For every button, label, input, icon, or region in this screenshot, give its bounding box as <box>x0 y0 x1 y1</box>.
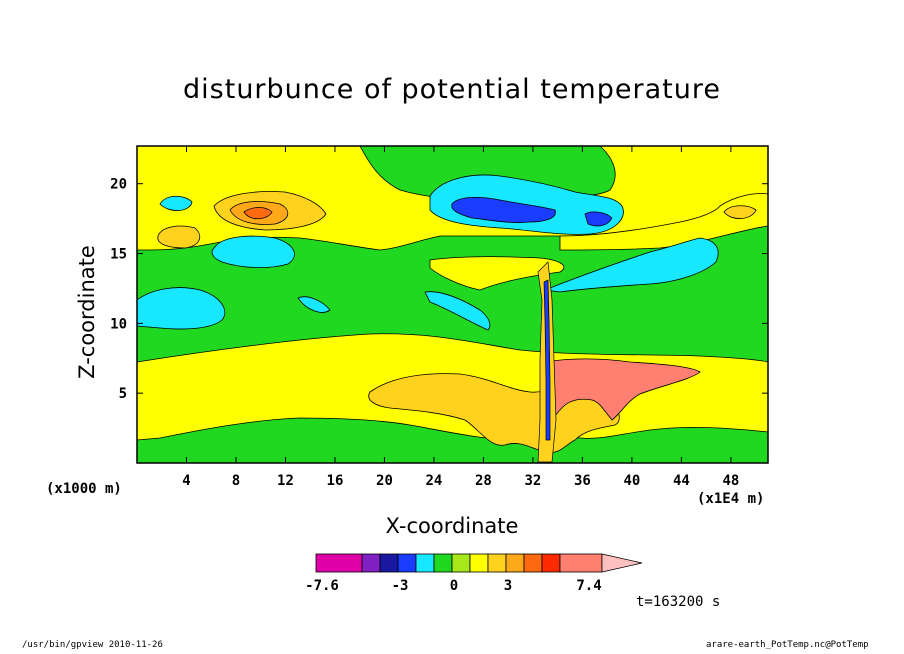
colorbar-swatch <box>415 553 435 573</box>
y-ticks: 5 10 15 20 <box>110 177 768 402</box>
x-ticks: 4 8 12 16 20 24 28 32 36 40 44 48 <box>182 146 739 489</box>
x-tick-label: 36 <box>574 473 591 489</box>
yellow-mid-band <box>429 256 565 291</box>
x-tick-label: 24 <box>426 473 443 489</box>
colorbar-swatch <box>505 553 525 573</box>
colorbar-swatch <box>541 553 561 573</box>
cyan-mid-wedge <box>424 291 491 331</box>
x-tick-label: 28 <box>475 473 492 489</box>
colorbar-swatch <box>451 553 471 573</box>
colorbar-swatch <box>559 553 603 573</box>
x-tick-label: 20 <box>376 473 393 489</box>
colorbar-label: -3 <box>392 578 409 594</box>
blue-small-blob <box>584 211 613 227</box>
cyan-mid-left <box>211 235 295 269</box>
x-tick-label: 16 <box>327 473 344 489</box>
orange-left <box>157 225 201 249</box>
footer-left: /usr/bin/gpview 2010-11-26 <box>22 640 163 650</box>
y-tick-label: 15 <box>110 247 127 263</box>
salmon-patch <box>543 358 701 441</box>
colorbar-swatch <box>361 553 381 573</box>
colorbar-arrow <box>601 553 643 573</box>
y-tick-label: 10 <box>110 316 127 332</box>
x-tick-label: 32 <box>524 473 541 489</box>
x-tick-label: 44 <box>673 473 690 489</box>
x-axis-label-text: X-coordinate <box>385 514 519 538</box>
x-tick-label: 4 <box>182 473 190 489</box>
colorbar-swatch <box>433 553 453 573</box>
x-tick-label: 8 <box>232 473 240 489</box>
cyan-top-left <box>159 195 193 211</box>
cyan-small-mid <box>297 296 331 313</box>
colorbar-swatch <box>523 553 543 573</box>
colorbar-swatch <box>487 553 507 573</box>
storm-column-core <box>543 279 551 441</box>
blue-core <box>451 196 556 223</box>
x-scale-note: (x1E4 m) <box>697 491 765 507</box>
colorbar-label: -7.6 <box>305 578 339 594</box>
time-label: t=163200 s <box>636 594 721 610</box>
y-tick-label: 5 <box>119 386 127 402</box>
x-tick-label: 40 <box>623 473 640 489</box>
contour-field <box>137 146 768 463</box>
x-tick-label: 12 <box>277 473 294 489</box>
colorbar-swatch <box>315 553 363 573</box>
y-tick-label: 20 <box>110 177 127 193</box>
x-axis-label: X-coordinate <box>0 514 904 538</box>
colorbar: -7.6 -3 0 3 7.4 <box>305 553 643 594</box>
red-upper-left <box>243 207 273 220</box>
colorbar-swatch <box>379 553 399 573</box>
cyan-right-wedge <box>543 237 719 293</box>
cyan-left-large <box>137 287 226 330</box>
x-unit-note: (x1000 m) <box>46 481 122 497</box>
plot-frame <box>136 145 769 464</box>
yellow-upper-right <box>559 193 768 251</box>
x-tick-label: 48 <box>722 473 739 489</box>
colorbar-swatch <box>397 553 417 573</box>
colorbar-label: 7.4 <box>576 578 601 594</box>
colorbar-swatch <box>469 553 489 573</box>
colorbar-label: 3 <box>504 578 512 594</box>
orange-right <box>723 205 757 219</box>
chart-title: disturbunce of potential temperature <box>183 74 721 105</box>
colorbar-label: 0 <box>450 578 458 594</box>
footer-right: arare-earth_PotTemp.nc@PotTemp <box>706 640 869 650</box>
